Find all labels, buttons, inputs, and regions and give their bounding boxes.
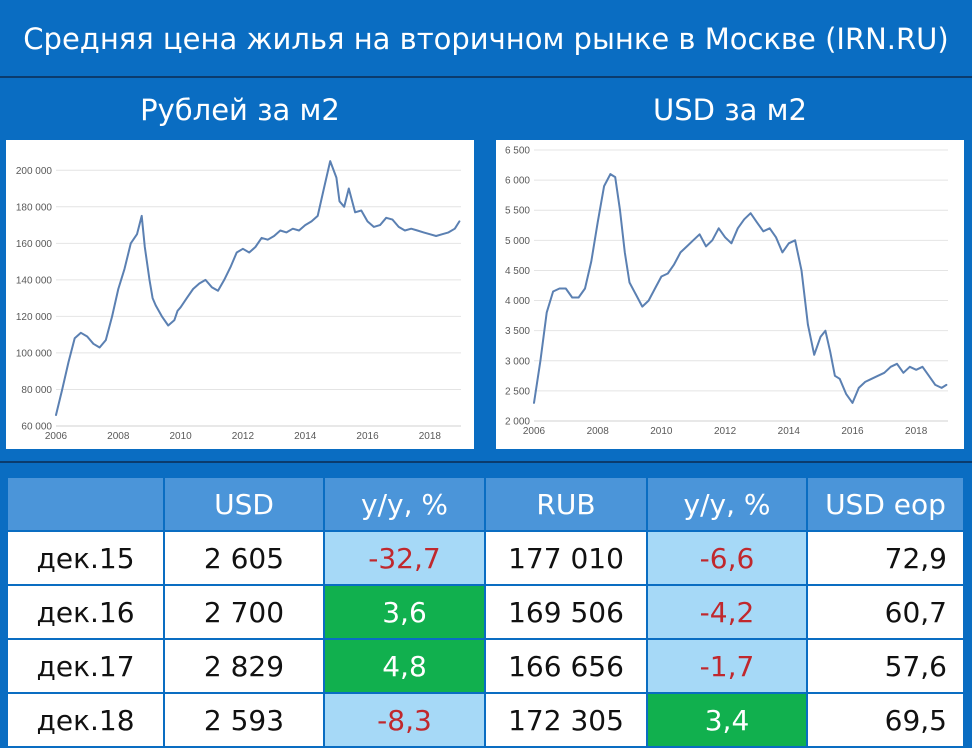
cell-rub-yy: -4,2 [647, 585, 808, 640]
usd-chart-y-tick-label: 6 500 [505, 146, 530, 157]
table-row: дек.16 2 700 3,6 169 506 -4,2 60,7 [8, 585, 965, 640]
cell-usd-yy: -32,7 [324, 531, 486, 586]
cell-rub: 172 305 [485, 693, 648, 748]
rub-chart-x-tick-label: 2016 [356, 431, 379, 442]
usd-chart-y-tick-label: 3 000 [505, 356, 530, 367]
cell-rub-yy: -1,7 [647, 639, 808, 694]
rub-chart-series-line [55, 160, 461, 416]
header-cell-usd-yy: y/y, % [324, 478, 486, 532]
usd-chart-y-tick-label: 4 000 [505, 296, 530, 307]
usd-chart-series-line [533, 173, 948, 404]
rub-chart-y-tick-label: 60 000 [21, 422, 52, 433]
title-divider [0, 76, 972, 78]
usd-chart-y-tick-label: 6 000 [505, 176, 530, 187]
usd-chart-x-tick-label: 2018 [905, 426, 928, 437]
usd-chart-x-tick-label: 2010 [650, 426, 673, 437]
cell-rub-yy: -6,6 [647, 531, 808, 586]
rub-chart-y-tick-label: 100 000 [16, 348, 53, 359]
cell-usd: 2 829 [164, 639, 325, 694]
cell-usd-eop: 69,5 [807, 693, 965, 748]
header-cell-rub: RUB [485, 478, 648, 532]
rub-chart-x-tick-label: 2006 [45, 431, 68, 442]
cell-usd-eop: 60,7 [807, 585, 965, 640]
usd-chart-x-tick-label: 2016 [841, 426, 864, 437]
cell-usd: 2 593 [164, 693, 325, 748]
usd-chart-y-tick-label: 4 500 [505, 266, 530, 277]
cell-rub-yy: 3,4 [647, 693, 808, 748]
table-row: дек.18 2 593 -8,3 172 305 3,4 69,5 [8, 693, 965, 748]
cell-usd-yy: 3,6 [324, 585, 486, 640]
usd-price-chart: 2 000 2 500 3 000 3 500 4 000 4 500 5 000 5 500… [505, 146, 948, 437]
usd-chart-x-tick-label: 2006 [523, 426, 546, 437]
cell-usd-eop: 57,6 [807, 639, 965, 694]
usd-chart-y-tick-label: 3 500 [505, 326, 530, 337]
left-chart-subtitle: Рублей за м2 [140, 93, 340, 127]
header-cell-period [8, 478, 165, 532]
row-label: дек.17 [8, 639, 165, 694]
header-cell-usd: USD [164, 478, 325, 532]
rub-chart-x-tick-label: 2008 [107, 431, 130, 442]
table-divider [0, 461, 972, 463]
table-row: дек.17 2 829 4,8 166 656 -1,7 57,6 [8, 639, 965, 694]
right-chart-subtitle: USD за м2 [653, 93, 807, 127]
usd-chart-y-tick-label: 2 000 [505, 417, 530, 428]
cell-usd: 2 700 [164, 585, 325, 640]
cell-usd-yy: -8,3 [324, 693, 486, 748]
usd-chart-y-tick-label: 5 500 [505, 206, 530, 217]
rub-chart-x-tick-label: 2010 [169, 431, 192, 442]
rub-chart-y-tick-label: 180 000 [16, 202, 53, 213]
usd-chart-x-tick-label: 2012 [714, 426, 737, 437]
row-label: дек.15 [8, 531, 165, 586]
page-title: Средняя цена жилья на вторичном рынке в … [23, 22, 949, 56]
header-cell-rub-yy: y/y, % [647, 478, 808, 532]
cell-rub: 166 656 [485, 639, 648, 694]
rub-chart-y-tick-label: 120 000 [16, 312, 53, 323]
rub-chart-x-tick-label: 2018 [419, 431, 442, 442]
usd-chart-x-tick-label: 2008 [587, 426, 610, 437]
usd-chart-panel: 2 000 2 500 3 000 3 500 4 000 4 500 5 000 5 500… [496, 140, 964, 449]
cell-rub: 169 506 [485, 585, 648, 640]
table-row: дек.15 2 605 -32,7 177 010 -6,6 72,9 [8, 531, 965, 586]
usd-chart-y-tick-label: 2 500 [505, 386, 530, 397]
cell-usd: 2 605 [164, 531, 325, 586]
rub-chart-y-tick-label: 80 000 [21, 385, 52, 396]
rub-chart-y-tick-label: 200 000 [16, 166, 53, 177]
rub-chart-x-tick-label: 2012 [232, 431, 255, 442]
rub-chart-y-tick-label: 160 000 [16, 239, 53, 250]
cell-usd-yy: 4,8 [324, 639, 486, 694]
rub-price-chart: 60 000 80 000 100 000 120 000 140 000 160 000… [16, 160, 461, 442]
usd-chart-x-tick-label: 2014 [778, 426, 801, 437]
cell-usd-eop: 72,9 [807, 531, 965, 586]
table-header-row: USD y/y, % RUB y/y, % USD eop [8, 478, 965, 532]
rub-chart-y-tick-label: 140 000 [16, 275, 53, 286]
row-label: дек.18 [8, 693, 165, 748]
rub-chart-panel: 60 000 80 000 100 000 120 000 140 000 160 000… [6, 140, 474, 449]
row-label: дек.16 [8, 585, 165, 640]
usd-chart-y-tick-label: 5 000 [505, 236, 530, 247]
price-table: USD y/y, % RUB y/y, % USD eop дек.15 2 6… [8, 478, 965, 748]
header-cell-usd-eop: USD eop [807, 478, 965, 532]
cell-rub: 177 010 [485, 531, 648, 586]
rub-chart-x-tick-label: 2014 [294, 431, 317, 442]
